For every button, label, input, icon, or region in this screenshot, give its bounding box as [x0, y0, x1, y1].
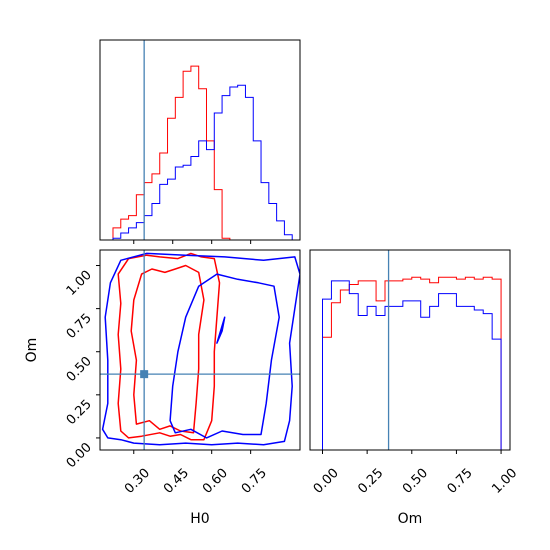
- hist-H0-marks: [112, 40, 293, 240]
- contour-H0-Om-xlabel: H0: [190, 511, 209, 527]
- hist-H0-frame: [99, 39, 301, 241]
- contour-H0-Om-ylabel: Om: [24, 338, 40, 363]
- contour-H0-Om-marks: [100, 250, 300, 450]
- hist-Om-frame: [309, 249, 511, 451]
- contour-outer-series-0: [117, 252, 221, 441]
- contour-outer-series-1: [101, 252, 300, 446]
- hist-H0-series-1-step: [112, 84, 293, 240]
- contour-island-series-1: [216, 316, 226, 344]
- hist-Om-marks: [322, 250, 502, 450]
- hist-H0-series-0-step: [112, 65, 231, 240]
- contour-inner-series-1: [169, 273, 280, 439]
- contour-H0-Om-frame: [99, 249, 301, 451]
- hist-Om-series-1-step: [322, 280, 502, 450]
- truth-marker: [140, 370, 149, 379]
- hist-Om-xlabel: Om: [398, 511, 423, 527]
